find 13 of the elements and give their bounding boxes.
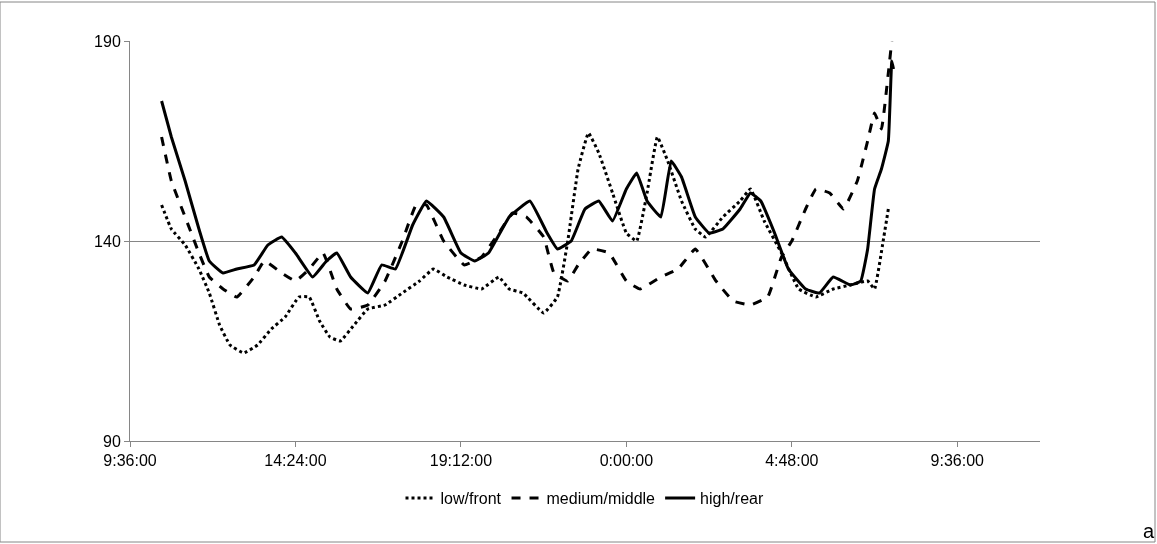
x-tick-label: 19:12:00 <box>429 452 493 470</box>
x-tick-label: 9:36:00 <box>103 452 157 470</box>
legend-label: medium/middle <box>546 490 656 508</box>
text: a <box>1143 520 1155 542</box>
x-tick-label: 0:00:00 <box>599 452 654 470</box>
x-tick-label: 14:24:00 <box>264 452 327 470</box>
legend-label: low/front <box>440 490 502 508</box>
y-tick-label: 140 <box>94 232 121 250</box>
x-tick-label: 4:48:00 <box>765 452 819 470</box>
y-tick-label: 90 <box>103 432 121 450</box>
legend-label: high/rear <box>700 490 764 508</box>
y-tick-label: 190 <box>94 32 121 50</box>
x-tick-label: 9:36:00 <box>930 452 985 470</box>
